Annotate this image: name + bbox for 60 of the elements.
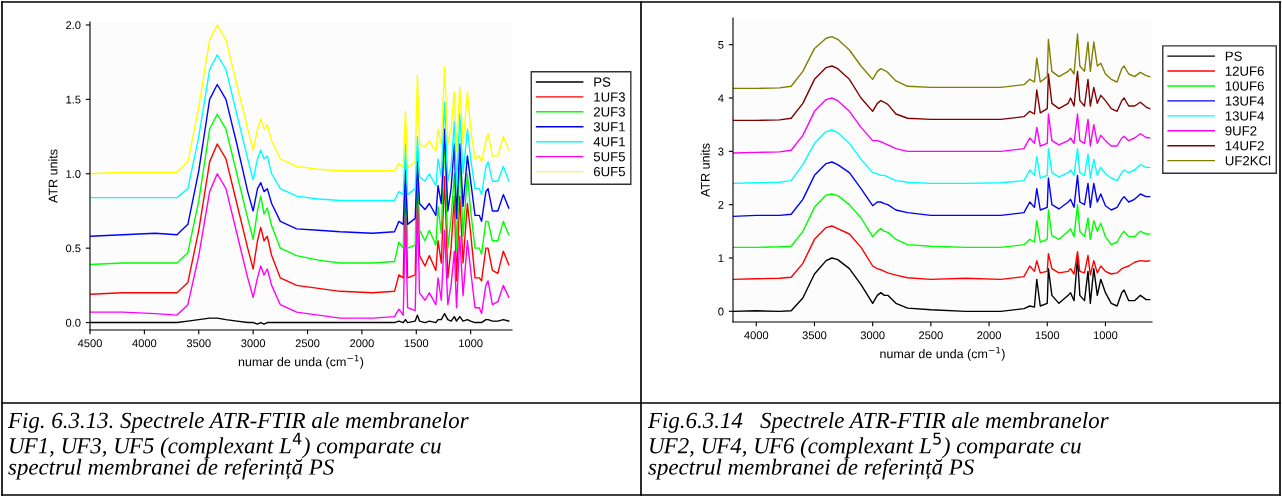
y-axis-title: ATR units xyxy=(48,149,58,203)
line-series xyxy=(90,143,510,295)
x-tick-label: 4000 xyxy=(132,339,157,348)
y-tick-label: 1.0 xyxy=(66,170,81,178)
y-tick-label: 0.0 xyxy=(65,318,81,327)
line-series xyxy=(90,54,510,202)
y-tick-label: 4 xyxy=(718,94,724,103)
y-tick-label: 1.5 xyxy=(66,95,81,104)
x-tick-label: 4000 xyxy=(744,331,769,340)
line-series xyxy=(733,33,1151,90)
line-series xyxy=(90,173,510,319)
legend-label: UF2KCl xyxy=(1225,155,1271,166)
legend-label: 2UF3 xyxy=(593,107,625,117)
legend-label: PS xyxy=(1225,51,1242,61)
line-series xyxy=(733,129,1151,185)
x-tick-label: 1500 xyxy=(1035,331,1060,340)
x-tick-label: 3500 xyxy=(186,339,211,348)
y-tick-label: 1 xyxy=(718,254,724,263)
x-axis-title: numar de unda (cm$^{−1}$) xyxy=(880,346,1005,361)
legend-label: 6UF5 xyxy=(593,166,625,177)
legend-label: 3UF1 xyxy=(593,122,625,132)
legend-label: 10UF6 xyxy=(1225,81,1264,91)
caption: Fig.6.3.14 Spectrele ATR-FTIR ale membranelor UF2, UF4, UF6 (complexant L$^{5}$) comparate cu spectrul membranei de referință PS xyxy=(647,412,1109,480)
x-axis-title: numar de unda (cm$^{−1}$) xyxy=(238,354,364,369)
legend-label: 13UF4 xyxy=(1225,96,1265,106)
x-tick-label: 1000 xyxy=(1093,331,1118,340)
legend-label: 14UF2 xyxy=(1225,141,1264,151)
line-series xyxy=(90,24,510,175)
y-tick-label: 2 xyxy=(718,200,724,209)
x-tick-label: 2000 xyxy=(977,331,1001,340)
y-tick-label: 5 xyxy=(718,41,724,49)
x-tick-label: 4500 xyxy=(77,339,102,348)
line-series xyxy=(733,161,1151,218)
y-axis-title: ATR units xyxy=(700,143,710,197)
line-series xyxy=(733,97,1151,154)
line-series xyxy=(733,225,1151,281)
x-tick-label: 2500 xyxy=(919,331,943,340)
legend-label: 4UF1 xyxy=(593,137,625,147)
line-series xyxy=(733,65,1151,122)
x-tick-label: 2000 xyxy=(350,339,374,348)
line-series xyxy=(733,193,1151,249)
line-series xyxy=(90,83,510,237)
legend-label: 12UF6 xyxy=(1225,66,1264,76)
y-tick-label: 0 xyxy=(718,307,724,316)
x-tick-label: 1000 xyxy=(459,339,483,348)
legend-label: PS xyxy=(594,77,611,87)
y-tick-label: 3 xyxy=(718,147,724,156)
x-tick-label: 3000 xyxy=(241,339,266,348)
x-tick-label: 3500 xyxy=(802,331,827,340)
y-tick-label: 0.5 xyxy=(65,244,81,253)
line-series xyxy=(90,113,510,266)
caption: Fig. 6.3.13. Spectrele ATR-FTIR ale membranelor UF1, UF3, UF5 (complexant L$^{4}$) comparate cu spectrul membranei de referință PS xyxy=(7,412,469,480)
legend-label: 5UF5 xyxy=(593,152,625,162)
x-tick-label: 2500 xyxy=(295,339,320,348)
legend-label: 1UF3 xyxy=(594,92,625,102)
y-tick-label: 2.0 xyxy=(66,21,81,30)
legend-label: 9UF2 xyxy=(1225,126,1257,136)
x-tick-label: 3000 xyxy=(860,331,885,340)
legend-label: 13UF4 xyxy=(1225,111,1265,121)
x-tick-label: 1500 xyxy=(404,339,429,348)
